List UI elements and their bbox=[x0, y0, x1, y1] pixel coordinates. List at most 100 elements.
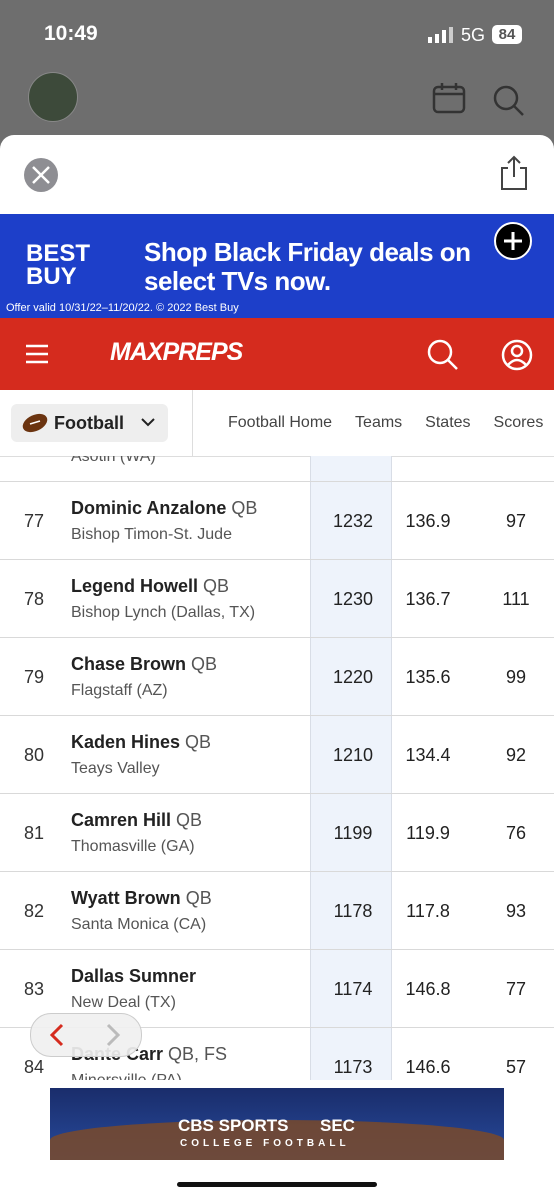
player: Dominic Anzalone QB bbox=[71, 498, 257, 519]
rank: 82 bbox=[24, 901, 45, 921]
football-icon bbox=[22, 413, 48, 433]
position: QB bbox=[185, 732, 212, 752]
player: Dallas Sumner bbox=[71, 966, 196, 987]
rank: 79 bbox=[24, 667, 45, 687]
tab-link[interactable]: Teams bbox=[355, 414, 403, 431]
time: 10:49 bbox=[44, 22, 98, 45]
battery: 84 bbox=[492, 25, 522, 44]
player-name: Dominic Anzalone bbox=[71, 498, 227, 518]
stat: 1230 bbox=[332, 589, 374, 609]
account-icon[interactable] bbox=[500, 338, 534, 372]
school: Bishop Lynch (Dallas, TX) bbox=[71, 604, 256, 621]
rank: 83 bbox=[24, 979, 45, 999]
position: QB bbox=[176, 810, 203, 830]
table-row: 83 Dallas Sumner New Deal (TX) 1174 146.8 77 bbox=[0, 949, 554, 1028]
signal bbox=[428, 27, 453, 43]
player-name: Wyatt Brown bbox=[71, 888, 181, 908]
ad-fine-print: Offer valid 10/31/22–11/20/22. © 2022 Be… bbox=[6, 302, 239, 314]
school: Bishop Timon-St. Jude bbox=[71, 526, 232, 543]
ad-brand: CBS SPORTS bbox=[178, 1116, 289, 1135]
sport-selector[interactable]: Football bbox=[11, 404, 168, 442]
position: QB bbox=[231, 498, 258, 518]
school: Flagstaff (AZ) bbox=[71, 682, 168, 699]
bottom-ad-area: CBS SPORTS SEC COLLEGE FOOTBALL bbox=[0, 1080, 554, 1200]
history-nav bbox=[30, 1013, 142, 1057]
player: Chase Brown QB bbox=[71, 654, 217, 675]
rank: 80 bbox=[24, 745, 45, 765]
menu-icon[interactable] bbox=[26, 344, 48, 364]
sport-label: Football bbox=[54, 413, 124, 433]
stat: 146.6 bbox=[405, 1057, 451, 1077]
tab-bar: Football Football Home Teams States Scores bbox=[0, 390, 554, 457]
position: QB bbox=[203, 576, 230, 596]
table-row: 84Dante Carr QB, FSMinersville (PA)11731… bbox=[0, 1027, 554, 1080]
stat: 1220 bbox=[332, 667, 374, 687]
nav-bar: MAXPREPS bbox=[0, 318, 554, 390]
stat: 135.6 bbox=[405, 667, 451, 687]
stat: 93 bbox=[505, 901, 527, 921]
school: Thomasville (GA) bbox=[71, 838, 195, 855]
stat: 1232 bbox=[332, 511, 374, 531]
stat: 97 bbox=[505, 511, 527, 531]
search-icon[interactable] bbox=[426, 338, 460, 372]
ad-tagline: COLLEGE FOOTBALL bbox=[180, 1138, 350, 1149]
stat: 146.8 bbox=[405, 979, 451, 999]
stat: 99 bbox=[505, 667, 527, 687]
rank: 78 bbox=[24, 589, 45, 609]
ad-football bbox=[50, 1120, 504, 1160]
position: QB, FS bbox=[168, 1044, 228, 1064]
bottom-ad[interactable]: CBS SPORTS SEC COLLEGE FOOTBALL bbox=[50, 1088, 504, 1160]
close-button[interactable] bbox=[23, 157, 59, 193]
status-bar: 10:49 5G 84 bbox=[0, 0, 554, 135]
player-name: Dallas Sumner bbox=[71, 966, 197, 986]
divider bbox=[192, 390, 193, 456]
calendar-icon[interactable] bbox=[432, 82, 466, 114]
school: Santa Monica (CA) bbox=[71, 916, 207, 933]
ad-banner[interactable]: BEST BUY Shop Black Friday deals on sele… bbox=[0, 214, 554, 318]
table-row: 77 Dominic Anzalone QB Bishop Timon-St. Ju… bbox=[0, 481, 554, 560]
forward-button[interactable] bbox=[105, 1023, 121, 1047]
chevron bbox=[141, 418, 155, 427]
school: Minersville (PA) bbox=[71, 1072, 182, 1080]
tab-link[interactable]: Football Home bbox=[228, 414, 333, 431]
share-button[interactable] bbox=[499, 155, 529, 191]
back-button[interactable] bbox=[49, 1023, 65, 1047]
player-name: Camren Hill bbox=[71, 810, 172, 830]
links: Football Home Teams States Scores bbox=[228, 414, 554, 432]
rank: 84 bbox=[24, 1057, 45, 1077]
stat: 77 bbox=[505, 979, 527, 999]
network: 5G bbox=[461, 25, 486, 45]
player-name: Chase Brown bbox=[71, 654, 187, 674]
player: Camren Hill QB bbox=[71, 810, 202, 831]
stat: 111 bbox=[502, 589, 530, 609]
highlight-column bbox=[310, 456, 392, 1080]
table-row: 82 Wyatt Brown QB Santa Monica (CA) 1178 117… bbox=[0, 871, 554, 950]
stat: 119.9 bbox=[406, 823, 450, 843]
tab-link[interactable]: States bbox=[425, 414, 471, 431]
stat: 76 bbox=[505, 823, 527, 843]
sheet: BEST BUY Shop Black Friday deals on sele… bbox=[0, 135, 554, 1200]
search-icon[interactable] bbox=[492, 84, 526, 118]
table-row: 81 Camren Hill QB Thomasville (GA) 1199 119.… bbox=[0, 793, 554, 872]
home-indicator bbox=[177, 1182, 377, 1187]
stat: 1178 bbox=[333, 901, 373, 921]
school: Asotin (WA) bbox=[71, 456, 156, 465]
stat: 134.4 bbox=[405, 745, 451, 765]
ad-expand[interactable] bbox=[493, 221, 533, 261]
ad-partner: SEC bbox=[320, 1116, 355, 1135]
school: Teays Valley bbox=[71, 760, 160, 777]
player: Legend Howell QB bbox=[71, 576, 229, 597]
rankings-table: Asotin (WA) 77 Dominic Anzalone QB Bishop … bbox=[0, 456, 554, 1080]
player-name: Kaden Hines bbox=[71, 732, 181, 752]
stat: 1173 bbox=[333, 1057, 373, 1077]
position: QB bbox=[185, 888, 212, 908]
table-row: 78 Legend Howell QB Bishop Lynch (Dallas, … bbox=[0, 559, 554, 638]
stat: 1210 bbox=[332, 745, 374, 765]
stat: 1174 bbox=[333, 979, 373, 999]
rank: 81 bbox=[24, 823, 45, 843]
tab-link[interactable]: Scores bbox=[493, 414, 544, 431]
avatar[interactable] bbox=[28, 72, 78, 122]
table-row: Asotin (WA) bbox=[0, 456, 554, 482]
logo[interactable]: MAXPREPS bbox=[110, 338, 243, 366]
